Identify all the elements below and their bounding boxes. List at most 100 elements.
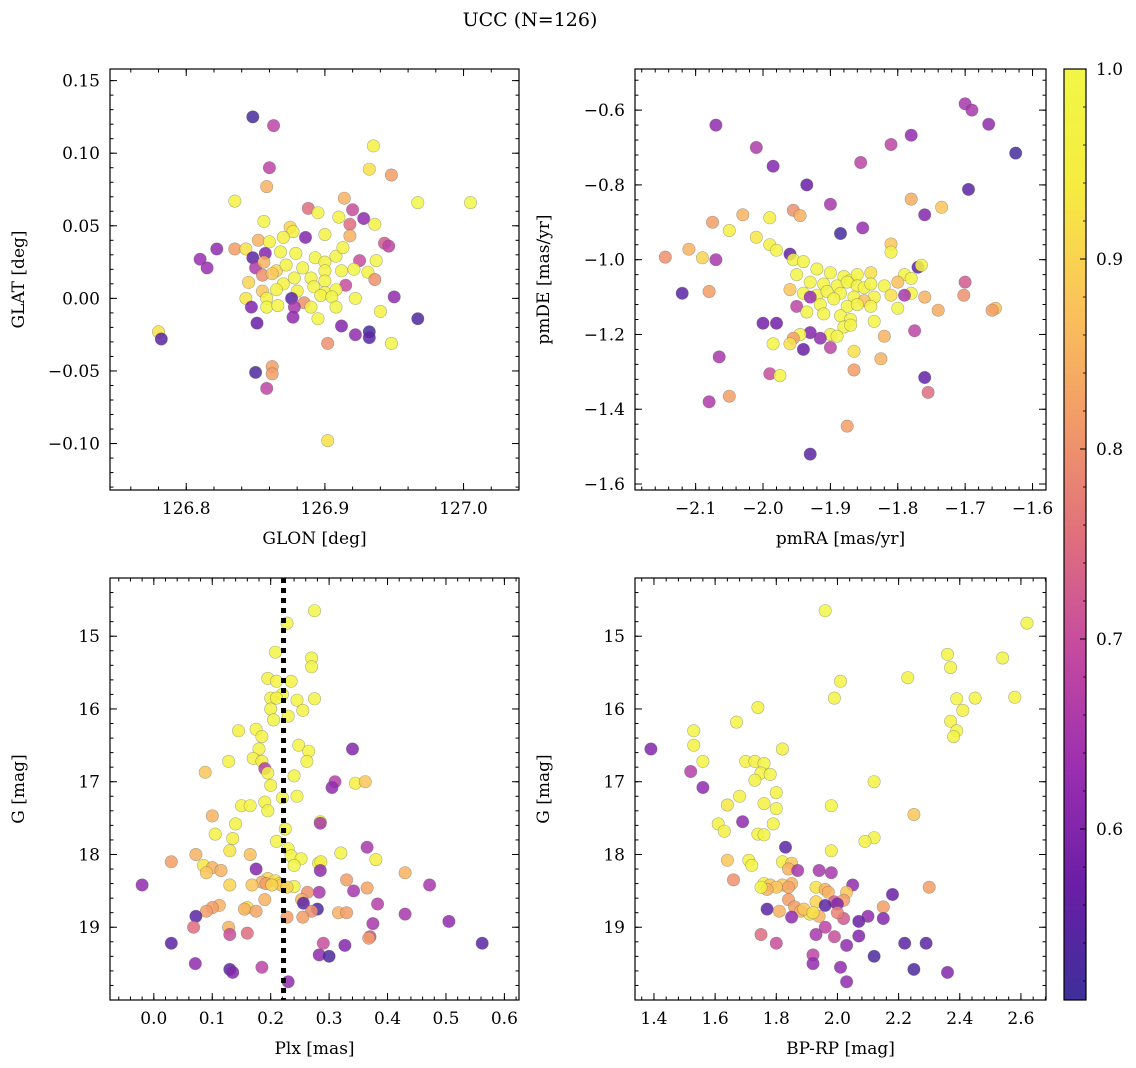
data-point <box>296 896 310 910</box>
data-point <box>957 288 971 302</box>
data-point <box>362 331 376 345</box>
data-point <box>411 312 425 326</box>
data-point <box>264 702 278 716</box>
data-point <box>269 674 283 688</box>
data-point <box>348 291 362 305</box>
data-point <box>255 960 269 974</box>
data-point <box>251 233 265 247</box>
data-point <box>228 194 242 208</box>
data-point <box>833 674 847 688</box>
data-point <box>463 196 477 210</box>
data-point <box>760 902 774 916</box>
axes-frame <box>109 68 520 491</box>
data-point <box>332 210 346 224</box>
x-tick-label: −1.8 <box>877 499 918 519</box>
data-point <box>852 929 866 943</box>
data-point <box>720 853 734 867</box>
data-point <box>325 780 339 794</box>
data-point <box>226 965 240 979</box>
data-point <box>709 118 723 132</box>
data-point <box>810 262 824 276</box>
ticks <box>110 69 520 490</box>
data-point <box>298 230 312 244</box>
data-point <box>717 824 731 838</box>
data-point <box>262 161 276 175</box>
data-point <box>265 878 279 892</box>
data-point <box>769 802 783 816</box>
data-point <box>918 370 932 384</box>
y-tick-label: 16 <box>78 700 100 720</box>
data-point <box>748 773 762 787</box>
data-point <box>847 363 861 377</box>
y-tick-label: 0.15 <box>62 72 100 92</box>
data-point <box>854 156 868 170</box>
x-axis-label: GLON [deg] <box>262 529 366 549</box>
data-point <box>867 949 881 963</box>
data-point <box>852 914 866 928</box>
x-tick-label: 0.0 <box>140 1009 167 1029</box>
data-point <box>371 897 385 911</box>
y-tick-label: −1.2 <box>584 325 625 345</box>
scatter-panel-3: 0.0 0.1 0.2 0.3 0.4 0.5 0.6 15 16 17 18 19 Plx [mas]… <box>9 577 520 1059</box>
data-point <box>258 893 272 907</box>
data-point <box>793 209 807 223</box>
data-point <box>387 290 401 304</box>
y-tick-label: 18 <box>78 845 100 865</box>
y-tick-label: 17 <box>603 773 625 793</box>
data-point <box>252 742 266 756</box>
data-point <box>193 252 207 266</box>
data-point <box>702 395 716 409</box>
colorbar-tick-label: 0.7 <box>1096 630 1123 650</box>
data-point <box>824 844 838 858</box>
data-point <box>475 936 489 950</box>
data-point <box>763 211 777 225</box>
data-point <box>800 305 814 319</box>
data-point <box>366 917 380 931</box>
data-point <box>796 342 810 356</box>
data-point <box>968 691 982 705</box>
data-point <box>321 434 335 448</box>
y-tick-label: 0.10 <box>62 144 100 164</box>
data-point <box>823 266 837 280</box>
data-point <box>245 878 259 892</box>
data-point <box>864 266 878 280</box>
x-tick-label: 2.2 <box>885 1009 912 1029</box>
data-point <box>947 730 961 744</box>
data-point <box>781 880 795 894</box>
y-tick-label: 15 <box>78 627 100 647</box>
scatter-points <box>135 578 489 1000</box>
x-tick-label: 0.5 <box>432 1009 459 1029</box>
data-point <box>827 292 841 306</box>
data-point <box>891 275 905 289</box>
data-point <box>154 332 168 346</box>
data-point <box>885 887 899 901</box>
scatter-panel-2: −2.1 −2.0 −1.9 −1.8 −1.7 −1.6 −1.6 −1.4 −1.2 −1.0… <box>534 68 1053 549</box>
data-point <box>340 906 354 920</box>
data-point <box>840 975 854 989</box>
y-tick-label: −1.4 <box>584 400 625 420</box>
data-point <box>833 227 847 241</box>
x-tick-label: 0.2 <box>257 1009 284 1029</box>
data-point <box>373 304 387 318</box>
data-point <box>340 873 354 887</box>
data-point <box>267 119 281 133</box>
data-point <box>205 809 219 823</box>
data-point <box>877 279 891 293</box>
data-point <box>269 283 283 297</box>
data-point <box>296 703 310 717</box>
data-point <box>368 272 382 286</box>
data-point <box>950 692 964 706</box>
data-point <box>228 242 242 256</box>
y-tick-label: 0.05 <box>62 217 100 237</box>
data-point <box>276 230 290 244</box>
data-point <box>687 724 701 738</box>
data-point <box>268 645 282 659</box>
data-point <box>337 191 351 205</box>
data-point <box>682 242 696 256</box>
data-point <box>803 275 817 289</box>
data-point <box>312 885 326 899</box>
data-point <box>769 316 783 330</box>
data-point <box>311 206 325 220</box>
data-point <box>931 303 945 317</box>
ticks <box>635 69 1047 490</box>
